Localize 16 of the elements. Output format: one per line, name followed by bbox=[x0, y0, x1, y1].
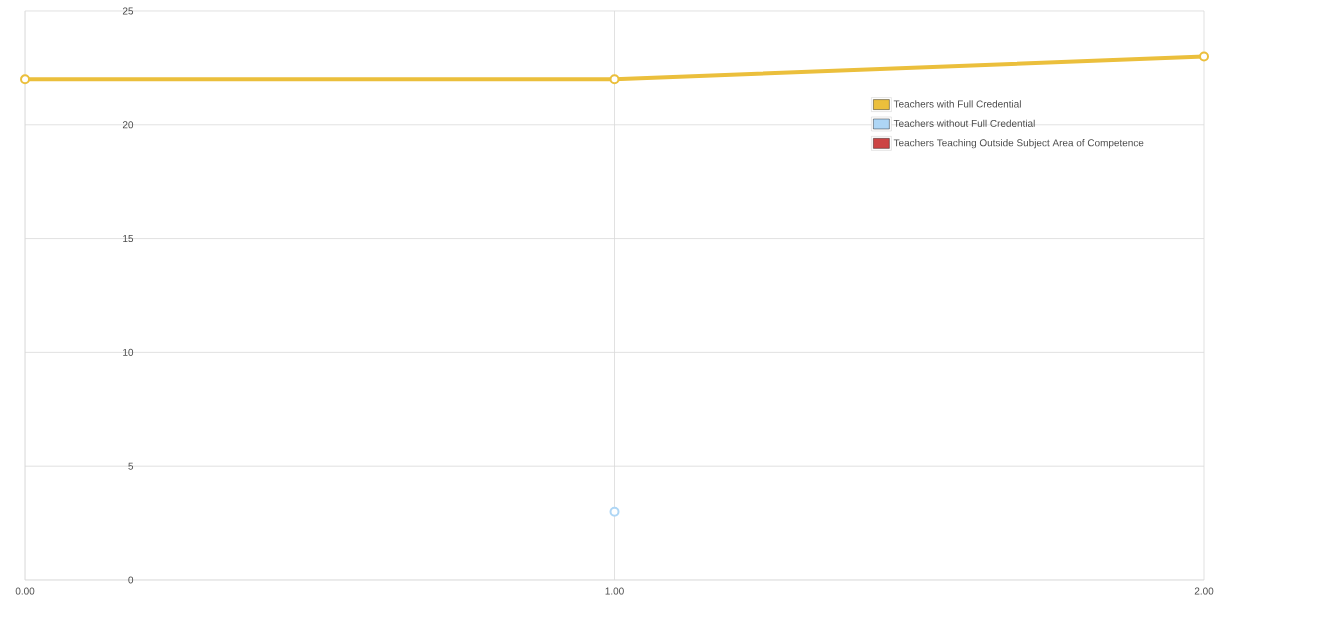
point bbox=[1199, 51, 1210, 62]
legend-label: Teachers without Full Credential bbox=[893, 119, 1035, 127]
point bbox=[20, 74, 31, 85]
y-tick-label: 5 bbox=[128, 462, 134, 470]
y-tick-label: 15 bbox=[123, 235, 134, 243]
legend-label: Teachers with Full Credential bbox=[893, 100, 1021, 108]
y-tick-label: 10 bbox=[123, 348, 134, 356]
legend-label: Teachers Teaching Outside Subject Area of Competence bbox=[893, 139, 1144, 149]
x-tick-label: 2.00 bbox=[1194, 587, 1214, 595]
x-tick-label: 0.00 bbox=[15, 587, 35, 595]
x-tick-label: 1.00 bbox=[605, 587, 624, 595]
point bbox=[609, 74, 620, 85]
y-tick-label: 25 bbox=[122, 7, 134, 15]
y-tick-label: 20 bbox=[122, 121, 134, 129]
y-tick-label: 0 bbox=[128, 576, 134, 584]
point bbox=[609, 506, 620, 517]
